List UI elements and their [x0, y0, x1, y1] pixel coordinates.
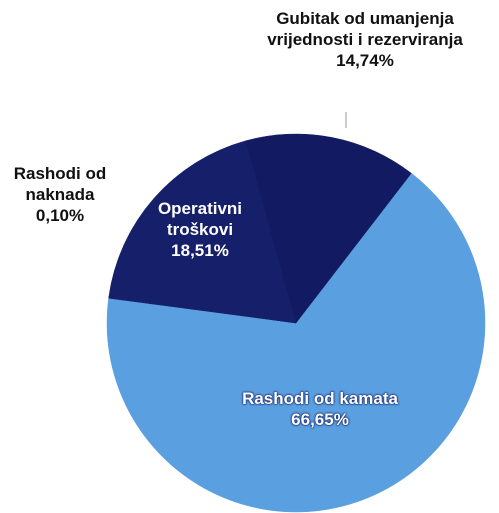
slice-name: Rashodi od naknada [13, 164, 107, 204]
pie-slice [108, 140, 297, 324]
slice-value: 66,65% [291, 410, 349, 429]
slice-label: Operativni troškovi 18,51% [145, 198, 255, 261]
slice-label: Rashodi od kamata 66,65% [200, 388, 440, 430]
slice-value: 0,10% [35, 206, 85, 225]
slice-label: Gubitak od umanjenja vrijednosti i rezer… [240, 8, 490, 71]
slice-name: Rashodi od kamata [242, 389, 398, 408]
slice-value: 14,74% [336, 51, 394, 70]
slice-value: 18,51% [171, 241, 229, 260]
slice-label: Rashodi od naknada 0,10% [0, 163, 120, 226]
slice-name: Gubitak od umanjenja vrijednosti i rezer… [267, 9, 463, 49]
pie-slice [245, 133, 412, 324]
pie-slice [106, 172, 486, 513]
slice-name: Operativni troškovi [157, 199, 243, 239]
